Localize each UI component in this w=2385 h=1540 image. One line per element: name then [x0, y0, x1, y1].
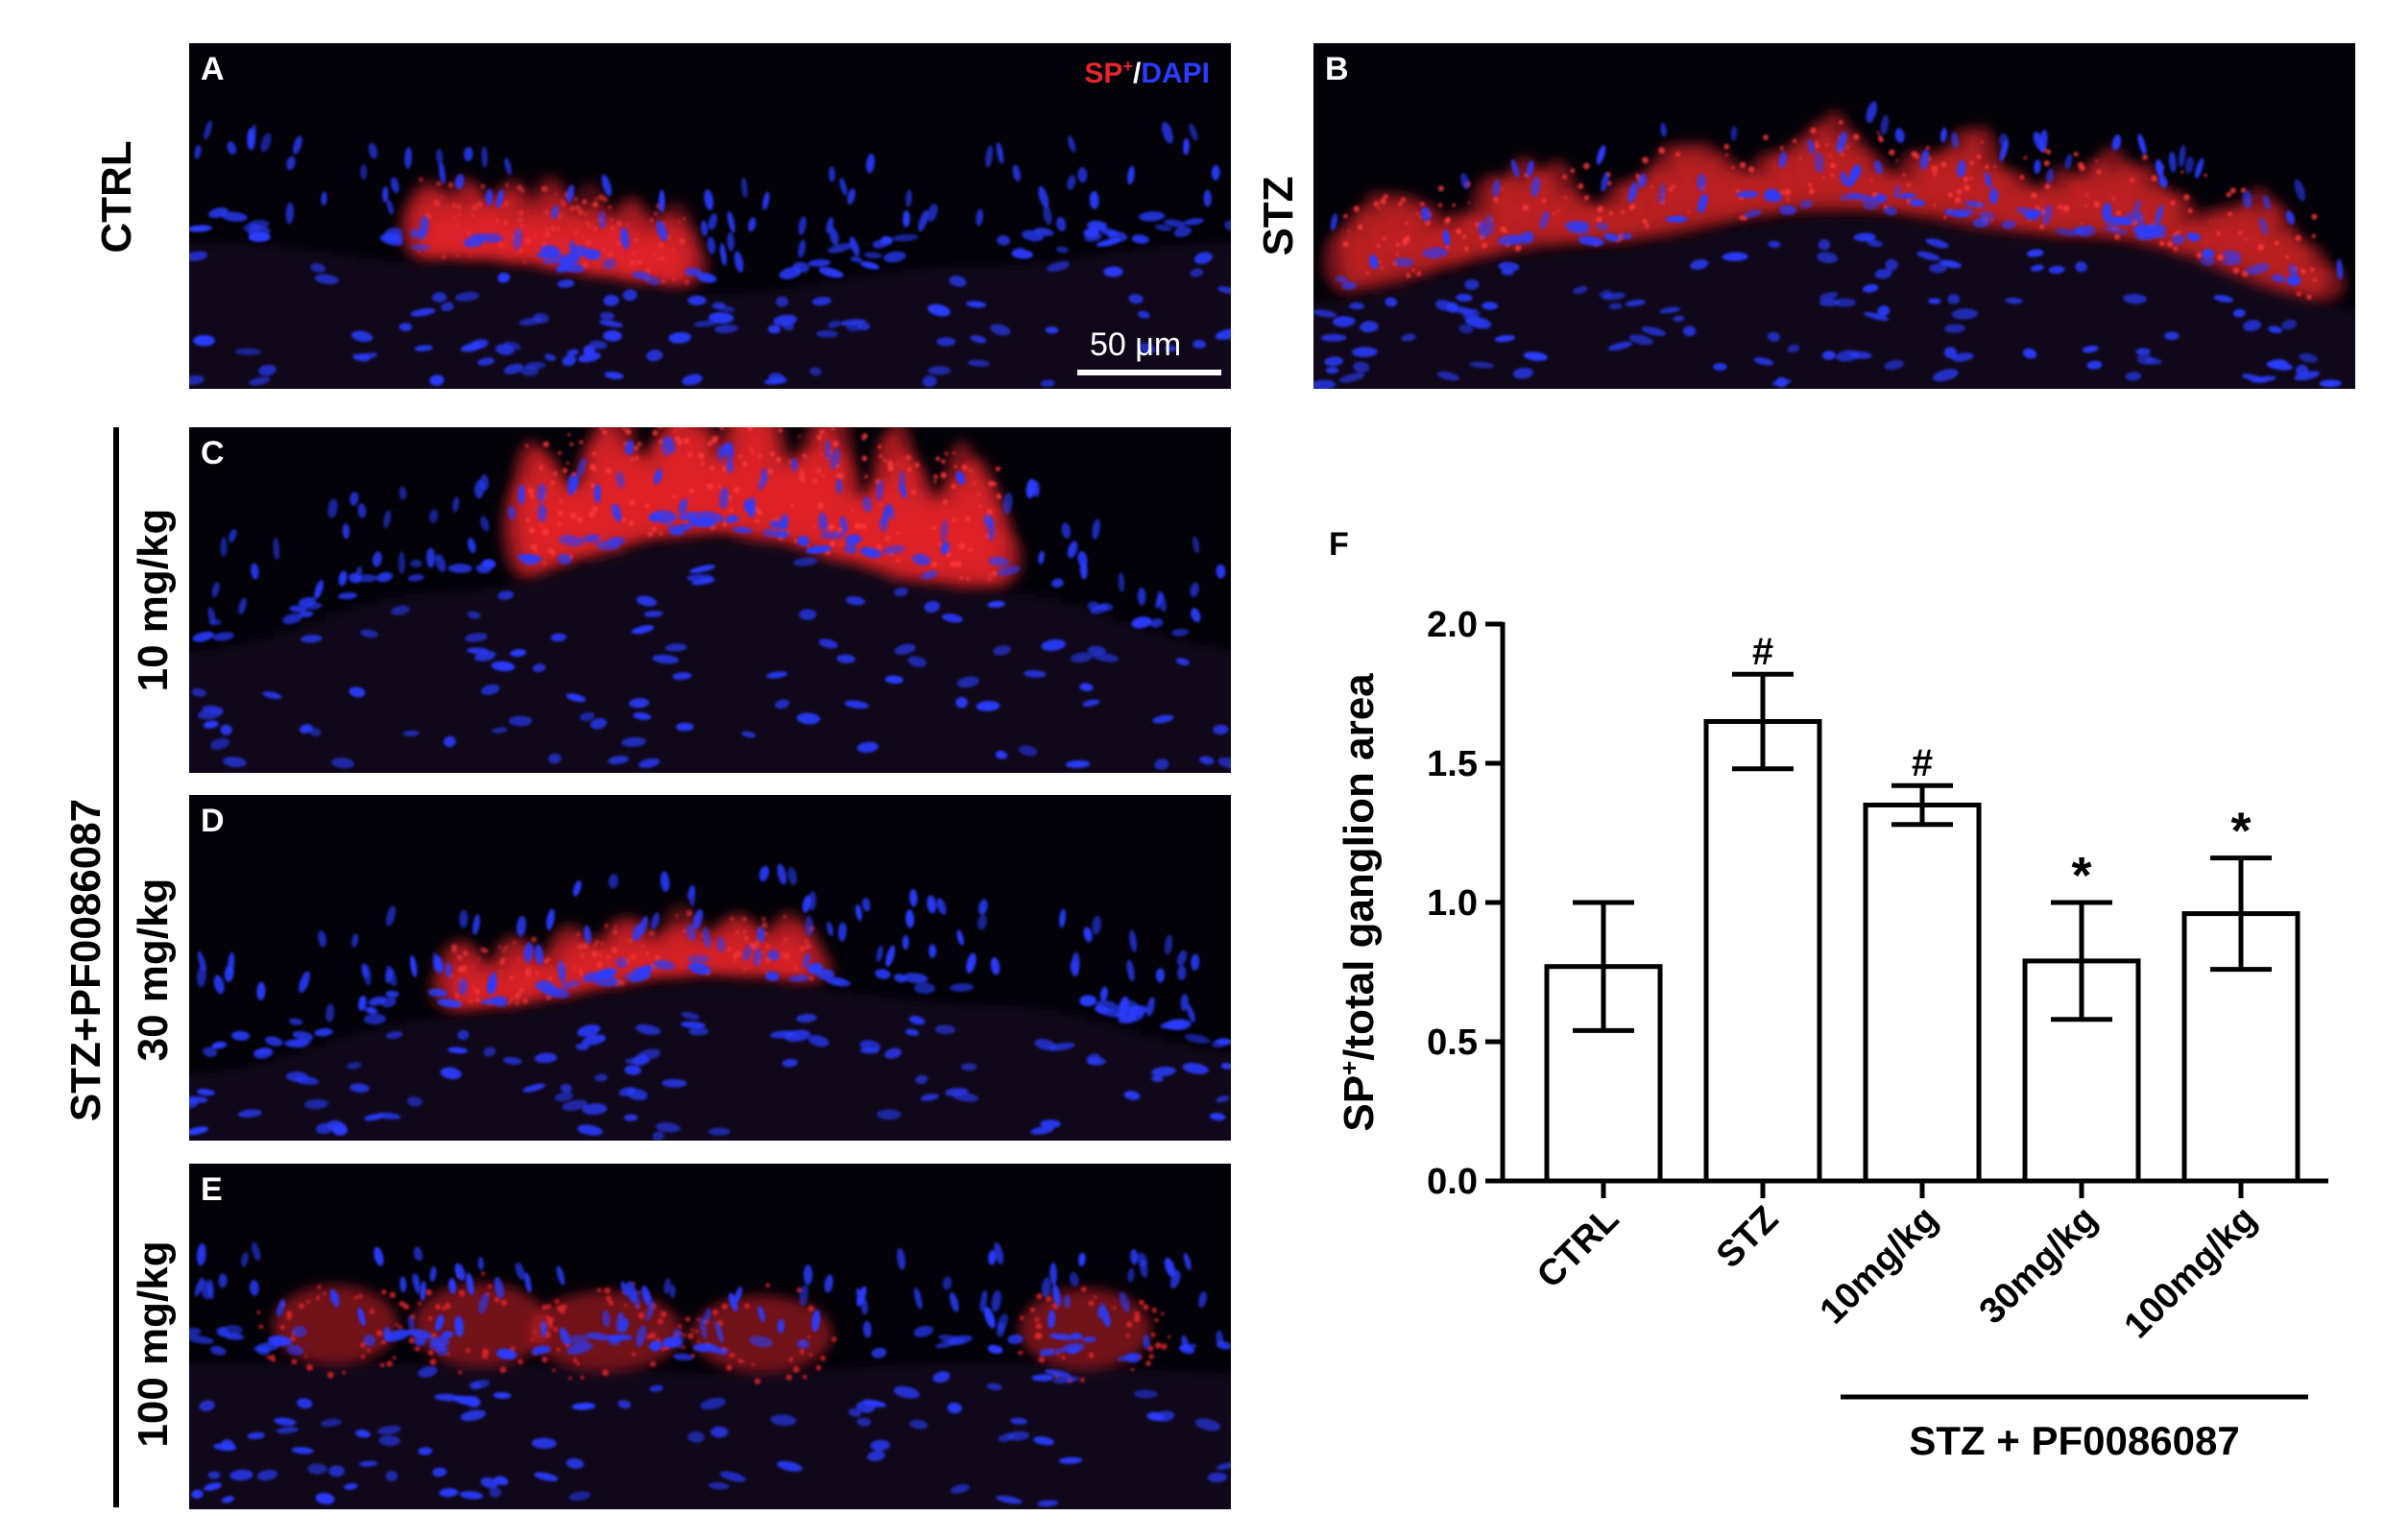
x-tick-label: CTRL [1530, 1199, 1626, 1296]
panel-letter-a: A [201, 51, 225, 87]
y-tick-label: 1.0 [1427, 883, 1478, 924]
significance-marker: * [2230, 803, 2251, 860]
row-label-100mg: 100 mg/kg [130, 1240, 177, 1448]
legend-dapi: DAPI [1141, 58, 1210, 89]
group-bracket-line [113, 427, 119, 1507]
micrograph-panel-b: B [1313, 43, 2355, 389]
x-tick-label: 100mg/kg [2117, 1199, 2265, 1347]
micrograph-panel-d: D [189, 795, 1231, 1141]
significance-marker: # [1752, 631, 1773, 673]
row-label-10mg: 10 mg/kg [130, 508, 177, 692]
y-axis-label: SP+/total ganglion area [1335, 673, 1383, 1132]
significance-marker: * [2071, 847, 2091, 904]
x-tick-label: 10mg/kg [1813, 1199, 1946, 1333]
bar [1703, 719, 1822, 1184]
panel-letter-b: B [1325, 51, 1349, 87]
panel-letter-e: E [201, 1171, 223, 1208]
legend-sp: SP [1084, 58, 1123, 89]
row-label-stz: STZ [1255, 176, 1302, 256]
y-tick-label: 0.0 [1427, 1162, 1478, 1202]
stain-legend: SP+/DAPI [1084, 57, 1210, 90]
tissue-image-b [1313, 101, 2355, 389]
x-tick-label: STZ [1709, 1199, 1786, 1276]
micrograph-panel-a: A SP+/DAPI 50 μm [189, 43, 1231, 389]
scale-bar-label: 50 μm [1090, 326, 1182, 363]
y-tick-label: 0.5 [1427, 1023, 1478, 1063]
bar-chart: 0.0 0.5 1.0 1.5 2.0 SP+/total ganglion area CT… [1335, 605, 2328, 1463]
legend-sep: / [1132, 58, 1142, 89]
x-tick-label: 30mg/kg [1972, 1199, 2106, 1333]
y-tick-label: 1.5 [1427, 744, 1478, 784]
row-label-ctrl: CTRL [93, 140, 140, 253]
micrograph-panel-e: E [189, 1164, 1231, 1509]
bar [1863, 803, 1982, 1184]
panel-letter-d: D [201, 803, 225, 839]
legend-sp-sup: + [1122, 57, 1133, 76]
tissue-image-e [189, 1241, 1231, 1509]
panel-letter-c: C [201, 435, 225, 471]
scale-bar [1077, 370, 1221, 375]
group-label-stz-pf: STZ+PF0086087 [62, 798, 109, 1122]
tissue-image-c [189, 427, 1231, 773]
significance-marker: # [1912, 742, 1933, 784]
micrograph-panel-c: C [189, 427, 1231, 773]
group-label: STZ + PF0086087 [1909, 1418, 2239, 1463]
y-tick-label: 2.0 [1427, 605, 1478, 645]
panel-letter-f: F [1329, 526, 1349, 563]
tissue-image-d [189, 863, 1231, 1141]
tissue-image-a [189, 120, 1231, 389]
row-label-30mg: 30 mg/kg [130, 878, 177, 1062]
